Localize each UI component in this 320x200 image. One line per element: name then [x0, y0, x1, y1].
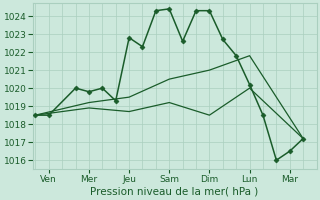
X-axis label: Pression niveau de la mer( hPa ): Pression niveau de la mer( hPa ): [91, 187, 259, 197]
